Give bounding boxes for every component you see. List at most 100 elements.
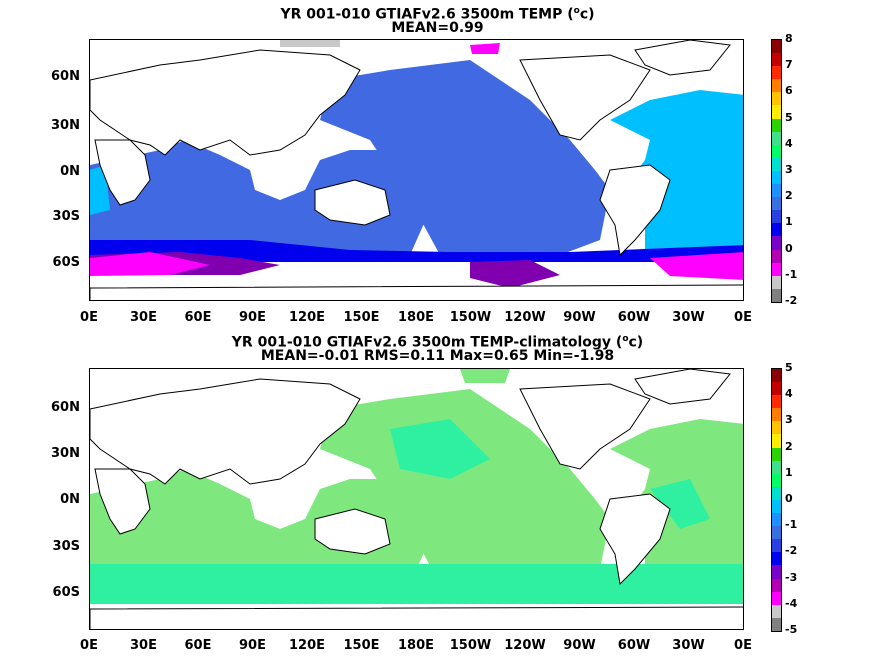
colorbar-swatch	[772, 539, 781, 553]
panel2-colorbar	[771, 368, 782, 632]
colorbar-swatch	[772, 591, 781, 605]
colorbar-label: 3	[785, 163, 793, 176]
colorbar-swatch	[772, 460, 781, 474]
panel2-land	[90, 369, 743, 629]
colorbar-swatch	[772, 223, 781, 237]
colorbar-label: 3	[785, 413, 793, 427]
lon-label: 150W	[449, 310, 492, 325]
colorbar-swatch	[772, 552, 781, 566]
colorbar-swatch	[772, 369, 781, 383]
lon-label: 60W	[617, 310, 651, 325]
lat-label-30N: 30N	[51, 446, 80, 461]
panel2-ocean-fill	[90, 369, 743, 604]
colorbar-swatch	[772, 395, 781, 409]
lon-label: 90E	[239, 638, 266, 653]
panel1-title: YR 001-010 GTIAFv2.6 3500m TEMP (oc)	[280, 6, 595, 23]
lon-label: 30E	[130, 310, 157, 325]
colorbar-label: 1	[785, 215, 793, 229]
colorbar-swatch	[772, 53, 781, 67]
colorbar-swatch	[772, 249, 781, 263]
colorbar-label: 0	[785, 241, 793, 255]
panel1-map	[89, 39, 744, 301]
lat-label-60N: 60N	[51, 400, 80, 415]
colorbar-label: 6	[785, 84, 793, 98]
colorbar-label: 2	[785, 189, 793, 203]
colorbar-swatch	[772, 105, 781, 119]
colorbar-swatch	[772, 382, 781, 396]
lon-label: 90W	[563, 310, 596, 325]
colorbar-label: 1	[785, 465, 793, 479]
colorbar-swatch	[772, 131, 781, 145]
colorbar-swatch	[772, 617, 781, 631]
colorbar-label: -2	[785, 294, 798, 307]
panel1-land	[90, 40, 743, 300]
lon-label: 150E	[343, 310, 380, 325]
lat-label-30N: 30N	[51, 118, 80, 133]
lon-label: 0E	[80, 310, 98, 325]
lon-label: 0E	[80, 638, 98, 653]
colorbar-swatch	[772, 447, 781, 461]
lat-label-30S: 30S	[52, 209, 80, 224]
panel1-stats: MEAN=0.99	[391, 20, 484, 36]
colorbar-swatch	[772, 262, 781, 276]
panel1-ocean-fill	[90, 40, 743, 288]
colorbar-label: -1	[785, 267, 798, 281]
colorbar-swatch	[772, 434, 781, 448]
panel1-colorbar	[771, 39, 782, 303]
lat-label-0N: 0N	[60, 492, 80, 507]
lon-label: 120E	[288, 638, 326, 653]
colorbar-label: -4	[785, 596, 798, 610]
lon-label: 30W	[672, 310, 705, 325]
lat-label-60S: 60S	[52, 255, 80, 270]
panel2-stats: MEAN=-0.01 RMS=0.11 Max=0.65 Min=-1.98	[260, 348, 615, 364]
colorbar-swatch	[772, 578, 781, 592]
lon-label: 90E	[239, 310, 266, 325]
lon-label: 150E	[343, 638, 380, 653]
colorbar-swatch	[772, 486, 781, 500]
colorbar-label: -5	[785, 623, 798, 636]
colorbar-swatch	[772, 473, 781, 487]
colorbar-swatch	[772, 79, 781, 93]
colorbar-swatch	[772, 66, 781, 80]
lon-label: 90W	[563, 638, 596, 653]
colorbar-label: -1	[785, 518, 798, 532]
colorbar-swatch	[772, 184, 781, 198]
colorbar-swatch	[772, 210, 781, 224]
colorbar-swatch	[772, 40, 781, 54]
colorbar-label: 4	[785, 387, 793, 401]
colorbar-swatch	[772, 170, 781, 185]
lon-label: 30W	[672, 638, 705, 653]
colorbar-label: 2	[785, 439, 793, 453]
lon-label: 0E	[734, 638, 752, 653]
colorbar-swatch	[772, 565, 781, 579]
lon-label: 0E	[734, 310, 752, 325]
colorbar-label: -2	[785, 544, 798, 558]
lat-label-60N: 60N	[51, 69, 80, 84]
lon-label: 60W	[617, 638, 651, 653]
colorbar-label: 0	[785, 492, 793, 505]
lon-label: 120W	[504, 310, 546, 325]
colorbar-swatch	[772, 236, 781, 250]
lon-label: 150W	[449, 638, 492, 653]
colorbar-label: 5	[785, 110, 793, 124]
colorbar-label: 5	[785, 361, 793, 374]
colorbar-swatch	[772, 421, 781, 435]
colorbar-label: -3	[785, 570, 798, 584]
colorbar-label: 8	[785, 32, 793, 45]
colorbar-swatch	[772, 157, 781, 171]
panel2-map	[89, 368, 744, 630]
colorbar-label: 4	[785, 136, 793, 150]
lat-label-0N: 0N	[60, 164, 80, 179]
lon-label: 30E	[130, 638, 157, 653]
colorbar-label: 7	[785, 58, 793, 72]
colorbar-swatch	[772, 144, 781, 158]
lon-label: 60E	[184, 638, 212, 653]
colorbar-swatch	[772, 408, 781, 422]
lon-label: 120W	[504, 638, 546, 653]
lat-label-60S: 60S	[52, 585, 80, 600]
lon-label: 180E	[397, 310, 435, 325]
colorbar-swatch	[772, 118, 781, 132]
lon-label: 60E	[184, 310, 212, 325]
colorbar-swatch	[772, 513, 781, 527]
colorbar-swatch	[772, 197, 781, 211]
